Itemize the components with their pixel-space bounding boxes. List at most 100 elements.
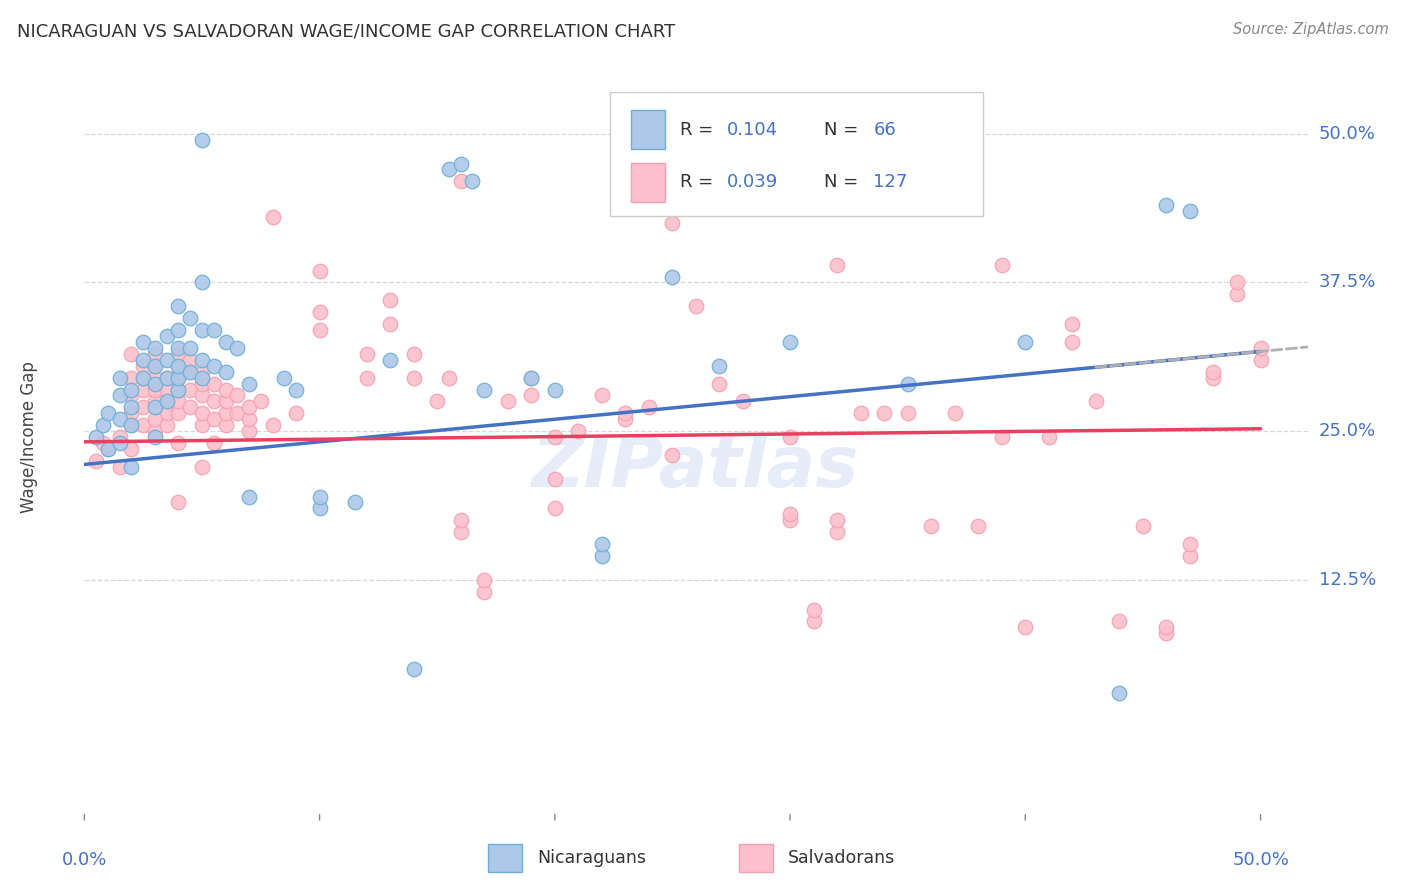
Point bbox=[120, 406, 142, 420]
Bar bbox=[738, 844, 773, 872]
Point bbox=[167, 383, 190, 397]
Point bbox=[285, 406, 308, 420]
Point bbox=[308, 323, 330, 337]
Text: Source: ZipAtlas.com: Source: ZipAtlas.com bbox=[1233, 22, 1389, 37]
Point bbox=[108, 370, 131, 384]
Point bbox=[591, 537, 613, 551]
Point bbox=[108, 412, 131, 426]
Point bbox=[167, 341, 190, 355]
Point bbox=[779, 334, 801, 349]
Point bbox=[437, 370, 460, 384]
Point bbox=[191, 352, 214, 367]
Point bbox=[167, 370, 190, 384]
Point bbox=[849, 406, 872, 420]
Point bbox=[249, 394, 271, 409]
Text: 0.0%: 0.0% bbox=[62, 851, 107, 869]
Point bbox=[143, 401, 166, 415]
Point bbox=[179, 352, 201, 367]
Point bbox=[661, 216, 683, 230]
Point bbox=[191, 406, 214, 420]
Point bbox=[202, 323, 225, 337]
Point bbox=[108, 388, 131, 402]
Point bbox=[214, 365, 236, 379]
Point bbox=[132, 370, 155, 384]
Point bbox=[1178, 537, 1201, 551]
Text: N =: N = bbox=[824, 173, 865, 191]
Point bbox=[167, 370, 190, 384]
Point bbox=[402, 370, 425, 384]
Point bbox=[1108, 615, 1130, 629]
Text: 12.5%: 12.5% bbox=[1319, 571, 1376, 589]
Point bbox=[156, 394, 179, 409]
Point bbox=[1156, 626, 1178, 640]
Point bbox=[920, 519, 942, 533]
Point bbox=[356, 370, 378, 384]
Point bbox=[108, 430, 131, 444]
Point bbox=[202, 394, 225, 409]
Point bbox=[179, 401, 201, 415]
Point bbox=[1084, 394, 1107, 409]
Point bbox=[1250, 352, 1272, 367]
Point bbox=[143, 359, 166, 373]
Point bbox=[356, 347, 378, 361]
Point bbox=[520, 370, 543, 384]
Point bbox=[143, 430, 166, 444]
Point bbox=[132, 334, 155, 349]
Point bbox=[226, 388, 249, 402]
Point bbox=[1178, 549, 1201, 563]
Point bbox=[897, 376, 920, 391]
Point bbox=[779, 513, 801, 527]
Point bbox=[1132, 519, 1154, 533]
Point bbox=[614, 412, 637, 426]
Point bbox=[167, 394, 190, 409]
Point bbox=[191, 365, 214, 379]
Point bbox=[520, 388, 543, 402]
Point bbox=[661, 269, 683, 284]
Point bbox=[825, 513, 848, 527]
Point bbox=[1202, 365, 1225, 379]
Point bbox=[156, 370, 179, 384]
Point bbox=[1226, 287, 1249, 301]
Point bbox=[156, 394, 179, 409]
Point bbox=[544, 472, 567, 486]
Point bbox=[143, 341, 166, 355]
Point bbox=[1014, 334, 1036, 349]
Text: 50.0%: 50.0% bbox=[1232, 851, 1289, 869]
Point bbox=[202, 412, 225, 426]
Point bbox=[156, 406, 179, 420]
Text: R =: R = bbox=[681, 173, 718, 191]
Point bbox=[591, 549, 613, 563]
Point bbox=[426, 394, 449, 409]
Point bbox=[132, 359, 155, 373]
Point bbox=[285, 383, 308, 397]
Point bbox=[1226, 276, 1249, 290]
Point bbox=[1108, 686, 1130, 700]
Point bbox=[97, 442, 120, 456]
Point bbox=[97, 442, 120, 456]
Point bbox=[191, 276, 214, 290]
Point bbox=[273, 370, 295, 384]
Text: 0.104: 0.104 bbox=[727, 121, 778, 139]
Point bbox=[214, 418, 236, 433]
Point bbox=[167, 436, 190, 450]
Point bbox=[825, 258, 848, 272]
Point bbox=[143, 424, 166, 438]
Point bbox=[226, 341, 249, 355]
Point bbox=[661, 448, 683, 462]
Point bbox=[825, 525, 848, 540]
Point bbox=[132, 418, 155, 433]
Text: 66: 66 bbox=[873, 121, 896, 139]
Point bbox=[143, 412, 166, 426]
Point bbox=[91, 436, 114, 450]
Point bbox=[262, 418, 284, 433]
Point bbox=[143, 376, 166, 391]
Point bbox=[179, 365, 201, 379]
Point bbox=[1062, 334, 1084, 349]
Point bbox=[179, 341, 201, 355]
Point bbox=[167, 347, 190, 361]
Text: 50.0%: 50.0% bbox=[1319, 125, 1375, 143]
Point bbox=[156, 329, 179, 343]
Point bbox=[84, 430, 107, 444]
Point bbox=[544, 430, 567, 444]
Point bbox=[496, 394, 519, 409]
